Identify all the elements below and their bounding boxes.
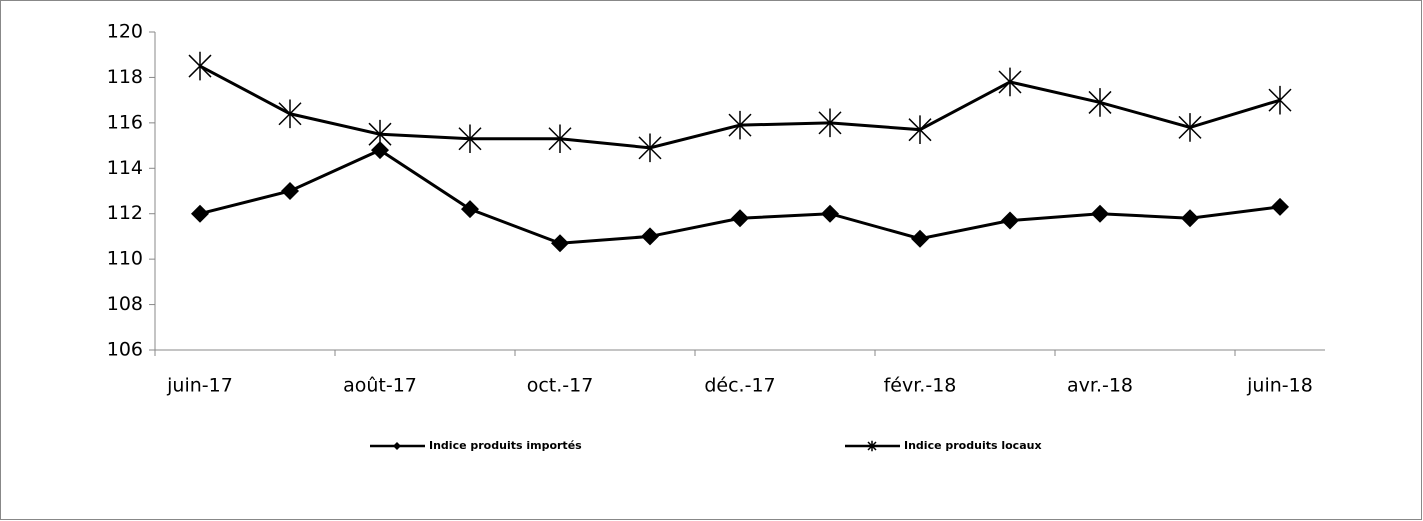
x-tick-label: avr.-18 (1067, 375, 1133, 397)
diamond-marker (371, 141, 389, 160)
asterisk-marker (867, 440, 877, 452)
diamond-marker (911, 229, 929, 248)
y-tick-label: 116 (107, 111, 143, 133)
asterisk-marker (638, 133, 662, 163)
asterisk-marker (188, 51, 212, 81)
diamond-marker (191, 204, 209, 223)
asterisk-marker (998, 67, 1022, 97)
y-tick-label: 112 (107, 202, 143, 224)
diamond-marker (731, 209, 749, 228)
asterisk-marker (908, 115, 932, 144)
diamond-marker (1091, 204, 1109, 223)
asterisk-marker (278, 99, 302, 129)
y-tick-label: 108 (107, 293, 143, 315)
y-tick-label: 118 (107, 66, 143, 88)
x-tick-label: août-17 (343, 375, 417, 397)
diamond-marker (281, 182, 299, 200)
diamond-marker (461, 200, 479, 219)
asterisk-marker (458, 124, 482, 154)
x-tick-label: juin-17 (166, 375, 233, 397)
asterisk-marker (1088, 88, 1112, 117)
x-tick-label: févr.-18 (884, 375, 957, 397)
asterisk-marker (1178, 113, 1202, 142)
asterisk-marker (548, 124, 572, 154)
legend-label: Indice produits importés (429, 439, 582, 452)
legend-label: Indice produits locaux (904, 439, 1042, 452)
x-tick-label: oct.-17 (527, 375, 594, 397)
y-tick-label: 114 (107, 157, 143, 179)
diamond-marker (551, 234, 569, 253)
diamond-marker (1181, 209, 1199, 228)
diamond-marker (393, 442, 401, 450)
asterisk-marker (1268, 85, 1292, 115)
x-tick-label: déc.-17 (704, 375, 775, 397)
asterisk-marker (728, 110, 752, 140)
y-tick-label: 110 (107, 248, 143, 270)
y-tick-label: 106 (107, 339, 143, 361)
asterisk-marker (818, 108, 842, 138)
y-tick-label: 120 (107, 21, 143, 43)
diamond-marker (1271, 197, 1289, 216)
x-tick-label: juin-18 (1246, 375, 1313, 397)
diamond-marker (821, 204, 839, 223)
diamond-marker (641, 227, 659, 246)
asterisk-marker (368, 119, 392, 149)
diamond-marker (1001, 211, 1019, 230)
